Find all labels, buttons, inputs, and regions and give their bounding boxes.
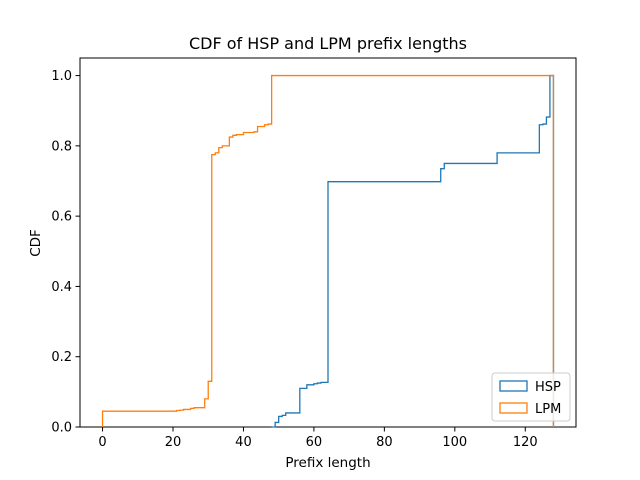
legend-swatch-lpm	[499, 402, 528, 414]
chart-title: CDF of HSP and LPM prefix lengths	[189, 34, 467, 53]
x-axis-label: Prefix length	[285, 455, 370, 471]
axes-frame	[79, 57, 577, 428]
x-tick-label: 20	[165, 435, 182, 450]
series-layer	[101, 74, 555, 428]
x-tick-label: 100	[442, 435, 467, 450]
legend-box	[491, 372, 571, 422]
y-tick-label: 1.0	[51, 69, 72, 84]
legend-label-hsp: HSP	[535, 380, 561, 395]
plot-area	[79, 57, 577, 428]
legend-label-lpm: LPM	[535, 402, 561, 417]
legend-swatch-hsp	[499, 380, 528, 392]
legend: HSP LPM	[491, 372, 571, 422]
x-axis-ticks: 0 20 40 60 80 100 120	[98, 427, 538, 450]
x-tick-label: 40	[235, 435, 252, 450]
y-axis-label: CDF	[28, 229, 44, 257]
y-axis-ticks: 0.0 0.2 0.4 0.6 0.8 1.0	[51, 69, 80, 436]
series-line-lpm	[101, 74, 555, 427]
y-tick-label: 0.4	[51, 280, 72, 295]
y-tick-label: 0.6	[51, 210, 72, 225]
x-tick-label: 80	[376, 435, 393, 450]
x-tick-label: 120	[513, 435, 538, 450]
x-tick-label: 60	[306, 435, 323, 450]
series-line-hsp	[271, 74, 555, 428]
y-tick-label: 0.8	[51, 139, 72, 154]
y-tick-label: 0.0	[51, 421, 72, 436]
y-tick-label: 0.2	[51, 350, 72, 365]
x-tick-label: 0	[98, 435, 106, 450]
